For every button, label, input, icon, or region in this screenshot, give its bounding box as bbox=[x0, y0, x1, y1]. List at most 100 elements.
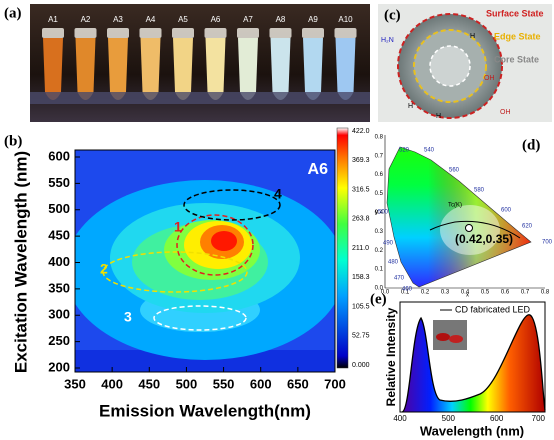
led-photo bbox=[436, 333, 450, 341]
group-label: H bbox=[408, 103, 413, 110]
wavelength-label: 540 bbox=[424, 148, 435, 154]
colorbar-tick-label: 316.5 bbox=[352, 186, 370, 193]
tube bbox=[43, 38, 63, 100]
tube bbox=[335, 38, 356, 100]
y-tick-label: 0.6 bbox=[375, 172, 384, 178]
wavelength-label: 460 bbox=[402, 287, 413, 293]
y-tick-label: 0.2 bbox=[375, 248, 384, 254]
point-label: (0.42,0.35) bbox=[455, 232, 513, 246]
wavelength-label: 560 bbox=[449, 168, 460, 174]
sample-label: A8 bbox=[276, 15, 286, 24]
sample-label: A1 bbox=[48, 15, 58, 24]
group-label: OH bbox=[484, 75, 495, 82]
x-tick-label: 400 bbox=[393, 414, 407, 423]
y-tick-label: 0.7 bbox=[375, 153, 384, 159]
y-tick-label: 0.1 bbox=[375, 267, 384, 273]
tube-cap bbox=[172, 28, 194, 38]
x-tick-label: 450 bbox=[138, 376, 160, 391]
x-axis-label: Wavelength (nm) bbox=[420, 423, 524, 438]
x-tick-label: 0.0 bbox=[381, 290, 390, 296]
y-tick-label: 200 bbox=[48, 359, 70, 374]
tube bbox=[75, 38, 96, 100]
x-tick-label: 0.3 bbox=[441, 290, 450, 296]
tube bbox=[173, 38, 193, 100]
tube-cap bbox=[302, 28, 324, 38]
plot-frame bbox=[399, 301, 546, 413]
y-tick-label: 300 bbox=[48, 307, 70, 322]
legend-label: CD fabricated LED bbox=[455, 304, 531, 314]
group-label: H bbox=[470, 33, 475, 40]
wavelength-label: 580 bbox=[474, 188, 485, 194]
wavelength-label: 520 bbox=[399, 148, 410, 154]
state-label: Core State bbox=[494, 54, 539, 64]
x-tick-label: 0.1 bbox=[401, 290, 410, 296]
x-tick-label: 600 bbox=[250, 376, 272, 391]
region-label: 2 bbox=[100, 261, 108, 277]
sample-tag: A6 bbox=[308, 161, 329, 178]
sample-label: A2 bbox=[81, 15, 91, 24]
tube-rack bbox=[30, 92, 370, 104]
panel-label: (b) bbox=[4, 133, 22, 149]
region-label: 1 bbox=[174, 219, 182, 235]
x-tick-label: 0.4 bbox=[461, 290, 470, 296]
planckian-locus bbox=[429, 220, 521, 239]
axis-name: x bbox=[466, 293, 469, 299]
tube-cap bbox=[269, 28, 292, 38]
sample-label: A6 bbox=[211, 15, 221, 24]
sample-label: A4 bbox=[146, 15, 156, 24]
y-axis-label: Excitation Wavelength (nm) bbox=[11, 151, 30, 373]
led-photo bbox=[449, 335, 463, 343]
state-label: Edge State bbox=[494, 31, 541, 41]
x-tick-label: 700 bbox=[532, 414, 546, 423]
wavelength-label: 480 bbox=[388, 260, 399, 266]
sample-label: A5 bbox=[178, 15, 188, 24]
y-tick-label: 400 bbox=[48, 254, 70, 269]
x-tick-label: 0.8 bbox=[541, 290, 550, 296]
cct-label: Tc(K) bbox=[448, 203, 462, 209]
x-tick-label: 500 bbox=[442, 414, 456, 423]
y-tick-label: 0.3 bbox=[375, 229, 384, 235]
colorbar-tick-label: 422.0 bbox=[352, 128, 370, 135]
spectral-locus bbox=[386, 146, 532, 288]
colorbar bbox=[336, 127, 349, 369]
colorbar-tick-label: 105.5 bbox=[352, 303, 370, 310]
y-tick-label: 350 bbox=[48, 280, 70, 295]
wavelength-label: 600 bbox=[501, 208, 512, 214]
y-tick-label: 0.0 bbox=[375, 286, 384, 292]
group-label: OH bbox=[500, 109, 511, 116]
tube-cap bbox=[204, 28, 227, 38]
y-tick-label: 550 bbox=[48, 175, 70, 190]
spectrum-fill bbox=[402, 314, 545, 412]
x-tick-label: 0.2 bbox=[421, 290, 430, 296]
x-tick-label: 400 bbox=[101, 376, 123, 391]
tube bbox=[270, 38, 291, 100]
contour-map bbox=[75, 150, 335, 372]
colorbar-tick-label: 263.8 bbox=[352, 216, 370, 223]
tube bbox=[303, 38, 323, 100]
panel-label: (a) bbox=[4, 5, 22, 21]
tubes: A1 A2 A3 A4 A5 A6 A7 A8 A9 A10 bbox=[30, 15, 370, 104]
x-tick-label: 700 bbox=[324, 376, 346, 391]
tube-cap bbox=[74, 28, 97, 38]
tube-cap bbox=[237, 28, 259, 38]
state-label: Surface State bbox=[486, 8, 544, 18]
x-tick-label: 600 bbox=[490, 414, 504, 423]
core-ring bbox=[429, 45, 471, 87]
axis-name: y bbox=[375, 210, 378, 216]
tube bbox=[140, 38, 161, 100]
colorbar-tick-label: 211.0 bbox=[352, 245, 369, 252]
y-tick-label: 0.5 bbox=[375, 191, 384, 197]
colorbar-tick-label: 158.3 bbox=[352, 274, 370, 281]
wavelength-label: 470 bbox=[394, 276, 405, 282]
sample-label: A10 bbox=[338, 15, 353, 24]
x-tick-label: 0.6 bbox=[501, 290, 510, 296]
tube-cap bbox=[139, 28, 162, 38]
colorbar-tick-label: 369.3 bbox=[352, 157, 370, 164]
tube-cap bbox=[107, 28, 129, 38]
tube-cap bbox=[42, 28, 64, 38]
x-axis-label: Emission Wavelength(nm) bbox=[99, 401, 311, 420]
tube bbox=[205, 38, 226, 100]
sample-label: A7 bbox=[243, 15, 253, 24]
sample-label: A9 bbox=[308, 15, 318, 24]
